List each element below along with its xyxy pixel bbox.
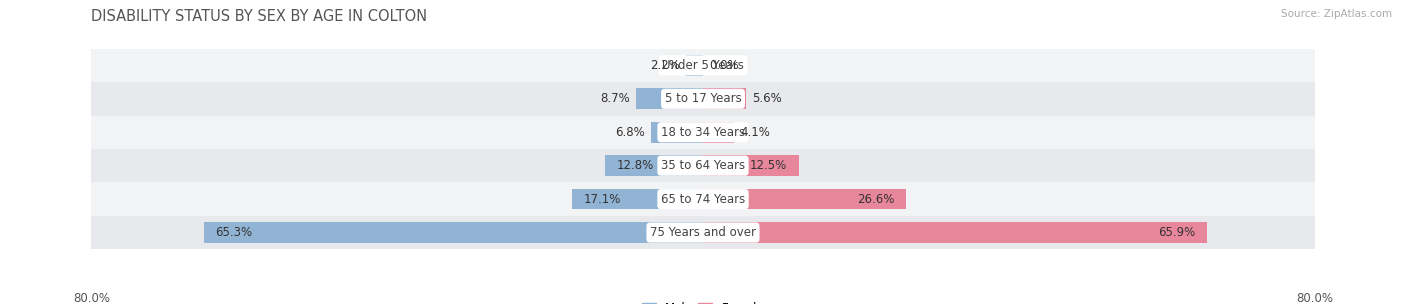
Bar bbox=[703, 189, 907, 209]
Text: Source: ZipAtlas.com: Source: ZipAtlas.com bbox=[1281, 9, 1392, 19]
Bar bbox=[703, 88, 745, 109]
Text: 8.7%: 8.7% bbox=[600, 92, 630, 105]
Bar bbox=[637, 88, 703, 109]
Legend: Male, Female: Male, Female bbox=[637, 297, 769, 304]
Text: 12.5%: 12.5% bbox=[749, 159, 787, 172]
Text: 5 to 17 Years: 5 to 17 Years bbox=[665, 92, 741, 105]
Bar bbox=[91, 216, 1315, 249]
Bar bbox=[651, 122, 703, 143]
Bar bbox=[605, 155, 703, 176]
Text: 80.0%: 80.0% bbox=[73, 292, 110, 304]
Text: 35 to 64 Years: 35 to 64 Years bbox=[661, 159, 745, 172]
Bar bbox=[91, 49, 1315, 82]
Text: 6.8%: 6.8% bbox=[616, 126, 645, 139]
Text: 65.3%: 65.3% bbox=[215, 226, 252, 239]
Text: 17.1%: 17.1% bbox=[583, 193, 621, 206]
Text: 65 to 74 Years: 65 to 74 Years bbox=[661, 193, 745, 206]
Bar bbox=[91, 82, 1315, 116]
Bar bbox=[686, 55, 703, 76]
Bar bbox=[703, 222, 1206, 243]
Bar bbox=[91, 149, 1315, 182]
Text: 0.0%: 0.0% bbox=[709, 59, 738, 72]
Text: 26.6%: 26.6% bbox=[858, 193, 894, 206]
Text: 5.6%: 5.6% bbox=[752, 92, 782, 105]
Text: 80.0%: 80.0% bbox=[1296, 292, 1333, 304]
Bar bbox=[703, 155, 799, 176]
Text: DISABILITY STATUS BY SEX BY AGE IN COLTON: DISABILITY STATUS BY SEX BY AGE IN COLTO… bbox=[91, 9, 427, 24]
Text: 65.9%: 65.9% bbox=[1159, 226, 1195, 239]
Bar bbox=[572, 189, 703, 209]
Bar bbox=[91, 182, 1315, 216]
Text: 4.1%: 4.1% bbox=[741, 126, 770, 139]
Bar bbox=[91, 116, 1315, 149]
Bar bbox=[204, 222, 703, 243]
Text: 75 Years and over: 75 Years and over bbox=[650, 226, 756, 239]
Text: 18 to 34 Years: 18 to 34 Years bbox=[661, 126, 745, 139]
Text: 2.2%: 2.2% bbox=[650, 59, 681, 72]
Bar bbox=[703, 122, 734, 143]
Text: Under 5 Years: Under 5 Years bbox=[662, 59, 744, 72]
Text: 12.8%: 12.8% bbox=[617, 159, 654, 172]
